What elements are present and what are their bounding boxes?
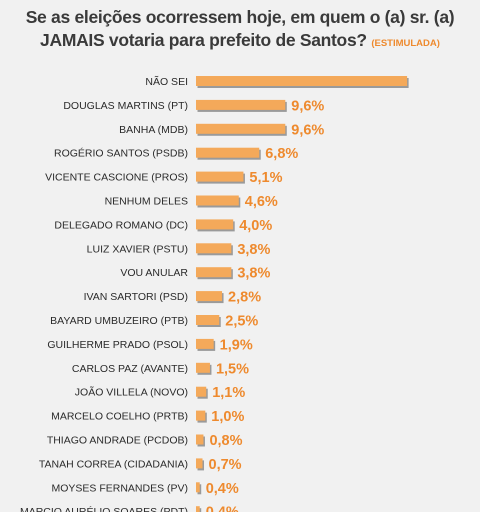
value-label: 1,9% xyxy=(220,337,253,353)
bar xyxy=(196,99,286,110)
value-label: 2,8% xyxy=(228,290,261,306)
value-label: 4,0% xyxy=(239,218,272,234)
category-label: MARCELO COELHO (PRTB) xyxy=(51,411,188,423)
bar xyxy=(196,243,232,254)
category-label: BANHA (MDB) xyxy=(119,124,188,136)
chart-title: Se as eleições ocorressem hoje, em quem … xyxy=(0,6,480,55)
category-label: LUIZ XAVIER (PSTU) xyxy=(87,243,188,255)
bar xyxy=(196,147,260,158)
bar xyxy=(196,171,244,182)
value-label: 1,5% xyxy=(216,361,249,377)
bar xyxy=(196,315,220,325)
value-label: 0,4% xyxy=(206,481,239,497)
category-label: JOÃO VILLELA (NOVO) xyxy=(75,386,188,399)
bar xyxy=(196,410,206,421)
value-label: 1,0% xyxy=(211,409,244,425)
bar xyxy=(196,458,203,469)
bar xyxy=(196,123,286,134)
value-label: 0,7% xyxy=(209,457,242,473)
value-label: 2,5% xyxy=(225,314,258,330)
value-label: 6,8% xyxy=(265,146,298,162)
category-label: VOU ANULAR xyxy=(120,267,188,279)
bar xyxy=(196,482,200,493)
category-label: THIAGO ANDRADE (PCDOB) xyxy=(47,435,188,447)
chart-title-line-2: JAMAIS votaria para prefeito de Santos? … xyxy=(0,29,480,55)
chart-title-line-1: Se as eleições ocorressem hoje, em quem … xyxy=(25,7,455,27)
bar xyxy=(196,386,207,397)
bar xyxy=(196,76,408,86)
category-label: MOYSES FERNANDES (PV) xyxy=(51,482,188,494)
value-label: 0,8% xyxy=(209,433,242,449)
bar xyxy=(196,434,204,445)
category-label: GUILHERME PRADO (PSOL) xyxy=(47,339,188,351)
bar xyxy=(196,506,200,512)
value-label: 9,6% xyxy=(291,122,324,138)
bar xyxy=(196,219,234,230)
chart-title-line-2-text: JAMAIS votaria para prefeito de Santos? xyxy=(40,30,367,50)
category-label: ROGÉRIO SANTOS (PSDB) xyxy=(54,147,188,160)
bar xyxy=(196,291,223,302)
bar xyxy=(196,195,239,206)
category-label: DOUGLAS MARTINS (PT) xyxy=(63,100,188,112)
category-label: VICENTE CASCIONE (PROS) xyxy=(45,172,188,184)
value-label: 9,6% xyxy=(291,98,324,114)
value-label: 4,6% xyxy=(245,194,278,210)
category-label: DELEGADO ROMANO (DC) xyxy=(54,219,188,231)
category-label: IVAN SARTORI (PSD) xyxy=(84,291,188,303)
value-label: 0,4% xyxy=(206,505,239,512)
value-label: 1,1% xyxy=(212,385,245,401)
category-label: TANAH CORREA (CIDADANIA) xyxy=(39,458,188,470)
category-label: MARCIO AURÉLIO SOARES (PDT) xyxy=(20,505,188,512)
bar xyxy=(196,267,232,278)
category-label: NENHUM DELES xyxy=(105,196,188,208)
category-label: NÃO SEI xyxy=(145,75,188,88)
chart-subtitle: (ESTIMULADA) xyxy=(371,38,440,49)
category-label: BAYARD UMBUZEIRO (PTB) xyxy=(50,315,188,327)
bar xyxy=(196,338,214,349)
bar xyxy=(196,362,210,373)
value-label: 5,1% xyxy=(249,170,282,186)
category-label: CARLOS PAZ (AVANTE) xyxy=(72,363,188,375)
value-label: 3,8% xyxy=(237,266,270,282)
value-label: 3,8% xyxy=(237,242,270,258)
